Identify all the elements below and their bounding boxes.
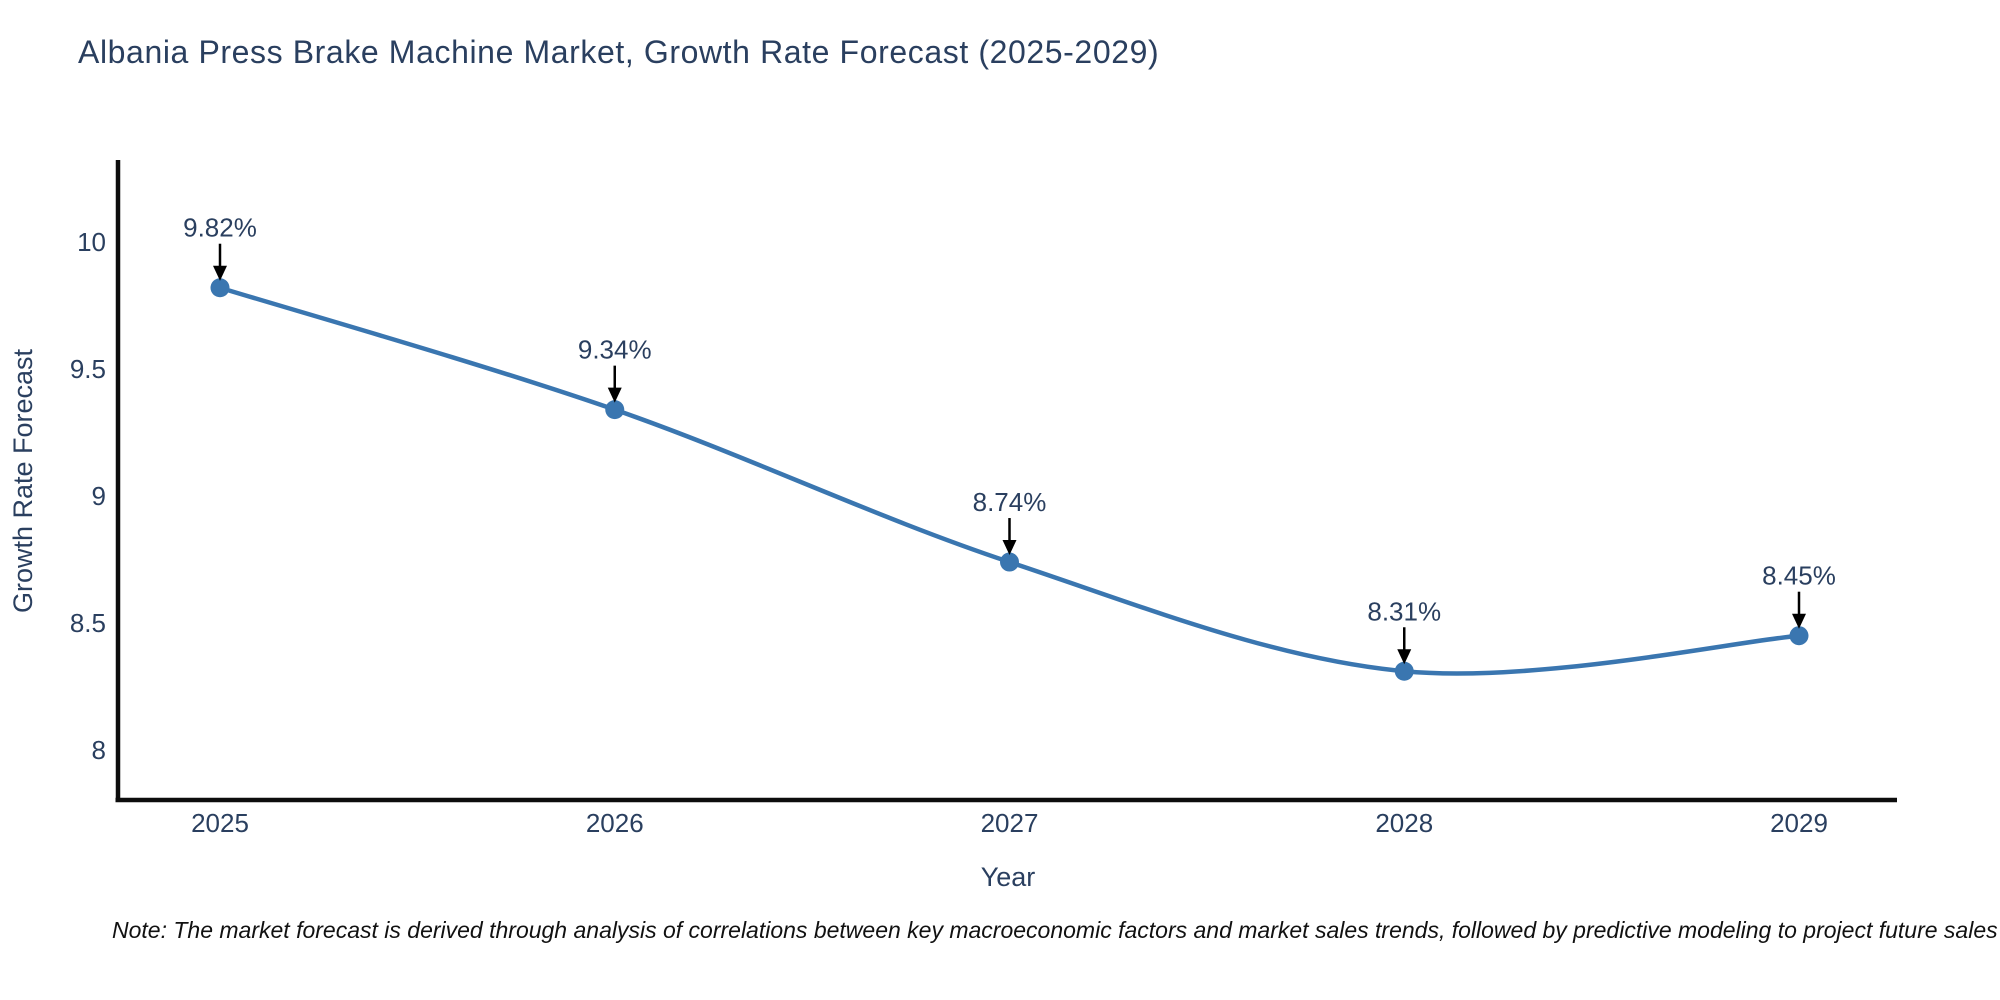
- annotation-arrowhead-icon: [607, 387, 622, 403]
- x-tick-label: 2025: [191, 808, 249, 838]
- data-point-marker[interactable]: [210, 278, 230, 298]
- data-point-marker[interactable]: [1789, 626, 1809, 646]
- point-annotation: 9.82%: [183, 213, 257, 281]
- y-tick-label: 9: [92, 481, 106, 511]
- series-line: [217, 285, 1802, 676]
- y-tick-label: 9.5: [70, 354, 106, 384]
- point-annotation-label: 8.45%: [1762, 561, 1836, 591]
- data-point-marker[interactable]: [605, 400, 625, 420]
- point-annotation-label: 9.34%: [578, 335, 652, 365]
- annotation-arrowhead-icon: [1792, 613, 1806, 629]
- chart-title: Albania Press Brake Machine Market, Grow…: [78, 34, 1160, 70]
- y-tick-label: 10: [77, 227, 106, 257]
- data-point-markers[interactable]: [210, 278, 1809, 681]
- data-point-marker[interactable]: [1000, 552, 1019, 572]
- footnote: Note: The market forecast is derived thr…: [112, 917, 1998, 943]
- point-annotations: 9.82% 9.34% 8.74% 8.31% 8.45%: [183, 213, 1836, 665]
- point-annotation: 8.31%: [1367, 596, 1441, 665]
- point-annotation: 9.34%: [578, 335, 652, 403]
- x-tick-label: 2026: [586, 808, 644, 838]
- x-tick-label: 2027: [981, 808, 1039, 838]
- x-axis-title: Year: [981, 862, 1036, 892]
- data-point-marker[interactable]: [1394, 661, 1414, 681]
- point-annotation: 8.74%: [973, 487, 1047, 556]
- x-tick-labels: 2025 2026 2027 2028 2029: [191, 808, 1828, 838]
- point-annotation-label: 9.82%: [183, 213, 257, 243]
- y-tick-label: 8.5: [70, 608, 106, 638]
- point-annotation: 8.45%: [1762, 561, 1836, 629]
- y-tick-label: 8: [92, 735, 106, 765]
- point-annotation-label: 8.74%: [973, 487, 1047, 517]
- x-tick-label: 2029: [1770, 808, 1828, 838]
- y-axis-title: Growth Rate Forecast: [8, 348, 38, 613]
- annotation-arrowhead-icon: [213, 265, 227, 281]
- y-tick-labels: 10 9.5 9 8.5 8: [70, 227, 106, 765]
- annotation-arrowhead-icon: [1002, 540, 1017, 556]
- annotation-arrowhead-icon: [1397, 649, 1412, 665]
- x-tick-label: 2028: [1375, 808, 1433, 838]
- point-annotation-label: 8.31%: [1367, 596, 1441, 626]
